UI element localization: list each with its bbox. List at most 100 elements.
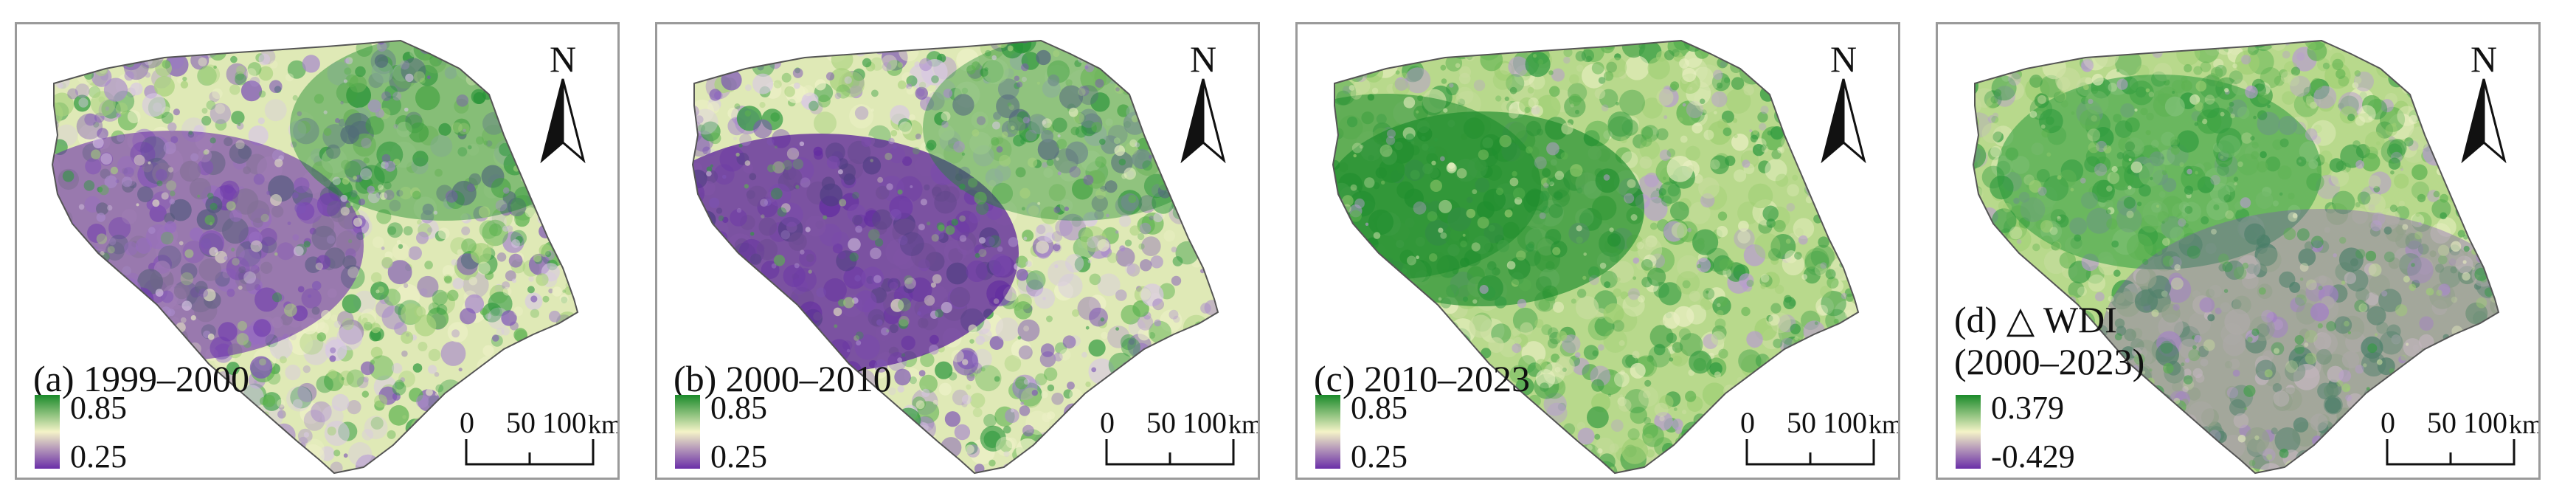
map-texture-cell [418,342,428,351]
map-texture-cell [1477,216,1489,229]
map-texture-cell [723,307,729,312]
map-texture-cell [782,410,792,420]
map-texture-cell [512,139,528,155]
map-texture-cell [1124,66,1135,76]
map-texture-cell [201,238,212,249]
map-texture-cell [897,357,902,362]
map-texture-cell [417,219,422,225]
map-texture-cell [198,448,225,473]
map-texture-cell [1353,154,1357,158]
map-texture-cell [524,173,530,178]
map-texture-cell [1064,206,1069,211]
map-texture-cell [849,104,874,128]
map-texture-cell [1119,245,1126,252]
map-texture-cell [67,88,78,100]
map-texture-cell [1068,107,1078,117]
map-texture-cell [288,34,294,40]
map-texture-cell [1641,277,1652,288]
map-texture-cell [1359,333,1374,348]
map-texture-cell [1506,441,1528,463]
map-texture-cell [978,249,987,258]
map-texture-cell [951,349,964,362]
map-texture-cell [1734,228,1755,249]
map-texture-cell [1613,288,1621,297]
map-texture-cell [913,457,923,466]
map-texture-cell [787,458,803,473]
map-texture-cell [1153,213,1163,223]
map-texture-cell [1840,352,1849,362]
map-texture-cell [80,342,89,351]
map-texture-cell [52,334,55,347]
map-texture-cell [798,322,807,331]
map-texture-cell [1105,118,1113,126]
map-texture-cell [508,78,529,100]
map-texture-cell [1852,252,1858,266]
map-texture-cell [545,202,559,216]
map-texture-cell [752,427,758,433]
map-texture-cell [321,309,331,320]
map-texture-cell [576,369,578,382]
map-texture-cell [1018,345,1033,359]
map-texture-cell [678,142,690,154]
map-texture-cell [316,332,326,342]
map-texture-cell [1368,273,1391,297]
map-texture-cell [440,341,466,366]
map-texture-cell [226,63,249,86]
map-texture-cell [1955,93,1967,106]
map-texture-cell [200,64,221,85]
map-texture-cell [1609,443,1619,453]
map-texture-cell [1062,335,1076,349]
map-texture-cell [1342,195,1354,207]
map-texture-cell [1509,177,1519,187]
map-texture-cell [2426,78,2437,90]
map-texture-cell [1821,175,1847,201]
map-texture-cell [1673,52,1683,62]
map-texture-cell [243,427,254,438]
map-texture-cell [297,41,311,45]
map-texture-cell [84,324,90,331]
scale-tick-50: 50 [506,406,536,439]
map-texture-cell [1416,337,1432,354]
map-texture-cell [360,361,375,376]
map-texture-cell [1757,111,1768,123]
map-texture-cell [112,339,120,347]
map-texture-cell [1091,367,1097,373]
map-texture-cell [1324,226,1332,233]
map-texture-cell [1137,216,1155,235]
map-texture-cell [1771,149,1782,159]
map-texture-cell [713,32,722,41]
map-texture-cell [1620,137,1627,144]
north-arrow: N [1814,41,1873,166]
map-texture-cell [214,249,218,253]
map-texture-cell [1168,368,1172,373]
map-texture-cell [1678,117,1683,122]
map-texture-cell [1711,454,1721,464]
map-texture-cell [1506,261,1516,270]
map-texture-cell [369,355,395,381]
map-texture-cell [1333,204,1335,213]
map-texture-cell [36,303,45,312]
map-texture-cell [292,399,303,410]
map-texture-cell [1440,232,1447,239]
map-texture-cell [1663,176,1666,180]
map-texture-cell [1619,89,1645,116]
map-texture-cell [816,287,826,298]
map-texture-cell [1234,475,1239,480]
map-texture-cell [524,345,531,352]
map-texture-cell [780,203,791,213]
map-texture-cell [142,461,154,473]
map-texture-cell [1504,96,1509,101]
map-texture-cell [140,452,150,461]
map-texture-cell [589,305,607,323]
map-texture-cell [1656,187,1660,191]
map-texture-cell [755,331,766,342]
map-texture-cell [1416,110,1419,114]
map-texture-cell [1821,290,1846,317]
map-texture-cell [693,53,702,64]
map-texture-cell [2471,370,2492,392]
map-texture-cell [1552,301,1565,313]
map-texture-cell [226,201,236,211]
map-texture-cell [1554,170,1565,180]
map-texture-cell [1348,85,1355,91]
map-texture-cell [1445,332,1472,359]
